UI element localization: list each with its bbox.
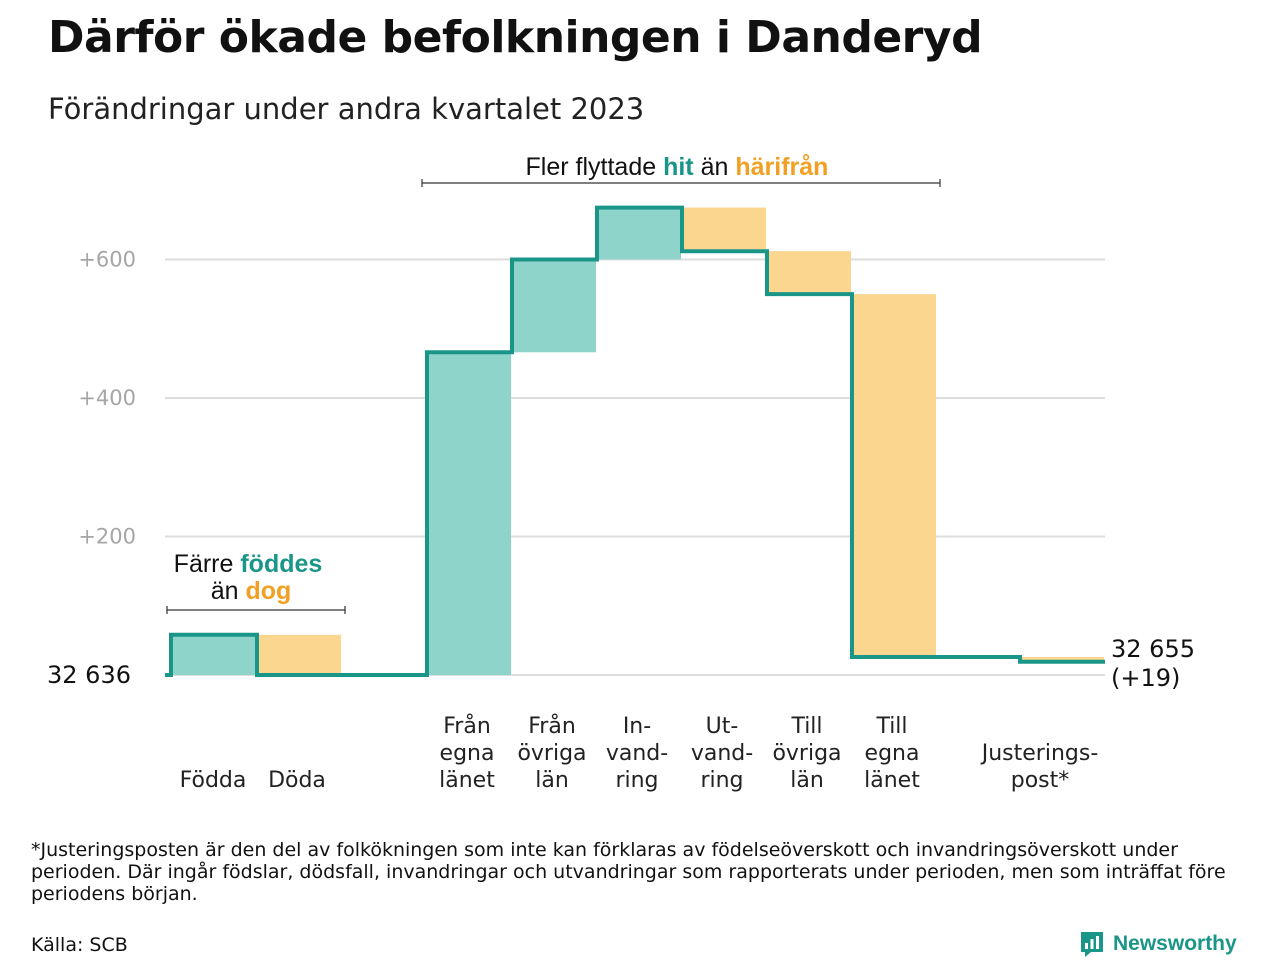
gridlines xyxy=(165,258,1105,676)
births-annotation-line2: än dog xyxy=(211,577,292,605)
cumulative-step-line xyxy=(165,205,1105,677)
category-label: Till övriga län xyxy=(772,714,841,793)
bar xyxy=(767,251,851,295)
step-line xyxy=(165,205,1105,677)
bar xyxy=(171,634,255,675)
bars xyxy=(171,207,1104,675)
category-label: Döda xyxy=(268,768,326,793)
bar xyxy=(1020,656,1104,662)
y-tick-label: +200 xyxy=(78,525,136,549)
category-label: Justerings-post* xyxy=(980,741,1099,793)
end-change-label: (+19) xyxy=(1111,664,1180,692)
source-label: Källa: SCB xyxy=(31,934,128,956)
bar xyxy=(852,294,936,657)
moves-annotation-text: Fler flyttade hit än härifrån xyxy=(526,153,829,181)
brand-logo: Newsworthy xyxy=(1079,929,1237,959)
bar xyxy=(427,352,511,675)
newsworthy-logo-icon xyxy=(1081,932,1103,957)
category-label: Ut-vand-ring xyxy=(691,714,753,793)
start-value-label: 32 636 xyxy=(47,661,131,689)
tick-and-category-labels: +200 +400 +600 Födda Döda Från egna länet Från öv… xyxy=(78,248,1098,794)
bar xyxy=(597,207,681,260)
chart-subtitle: Förändringar under andra kvartalet 2023 xyxy=(48,92,645,126)
y-tick-label: +400 xyxy=(78,386,136,410)
category-label: In-vand-ring xyxy=(606,714,668,793)
brand-name: Newsworthy xyxy=(1113,932,1237,955)
footnote: *Justeringsposten är den del av folkökni… xyxy=(31,839,1226,905)
end-value-label: 32 655 xyxy=(1111,635,1195,663)
bar xyxy=(257,634,341,675)
category-label: Från egna länet xyxy=(439,713,495,793)
bar xyxy=(682,207,766,252)
category-label: Födda xyxy=(180,768,247,793)
moves-annotation: Fler flyttade hit än härifrån xyxy=(421,153,941,187)
y-tick-label: +600 xyxy=(78,248,136,272)
category-label: Till egna länet xyxy=(864,714,920,793)
waterfall-chart: +200 +400 +600 Födda Döda Från egna länet Från öv… xyxy=(47,153,1195,794)
bar xyxy=(512,259,596,353)
category-label: Från övriga län xyxy=(517,713,586,793)
births-annotation: Färre föddes än dog xyxy=(166,550,346,614)
chart-title: Därför ökade befolkningen i Danderyd xyxy=(48,12,983,63)
births-annotation-line1: Färre föddes xyxy=(174,550,323,578)
